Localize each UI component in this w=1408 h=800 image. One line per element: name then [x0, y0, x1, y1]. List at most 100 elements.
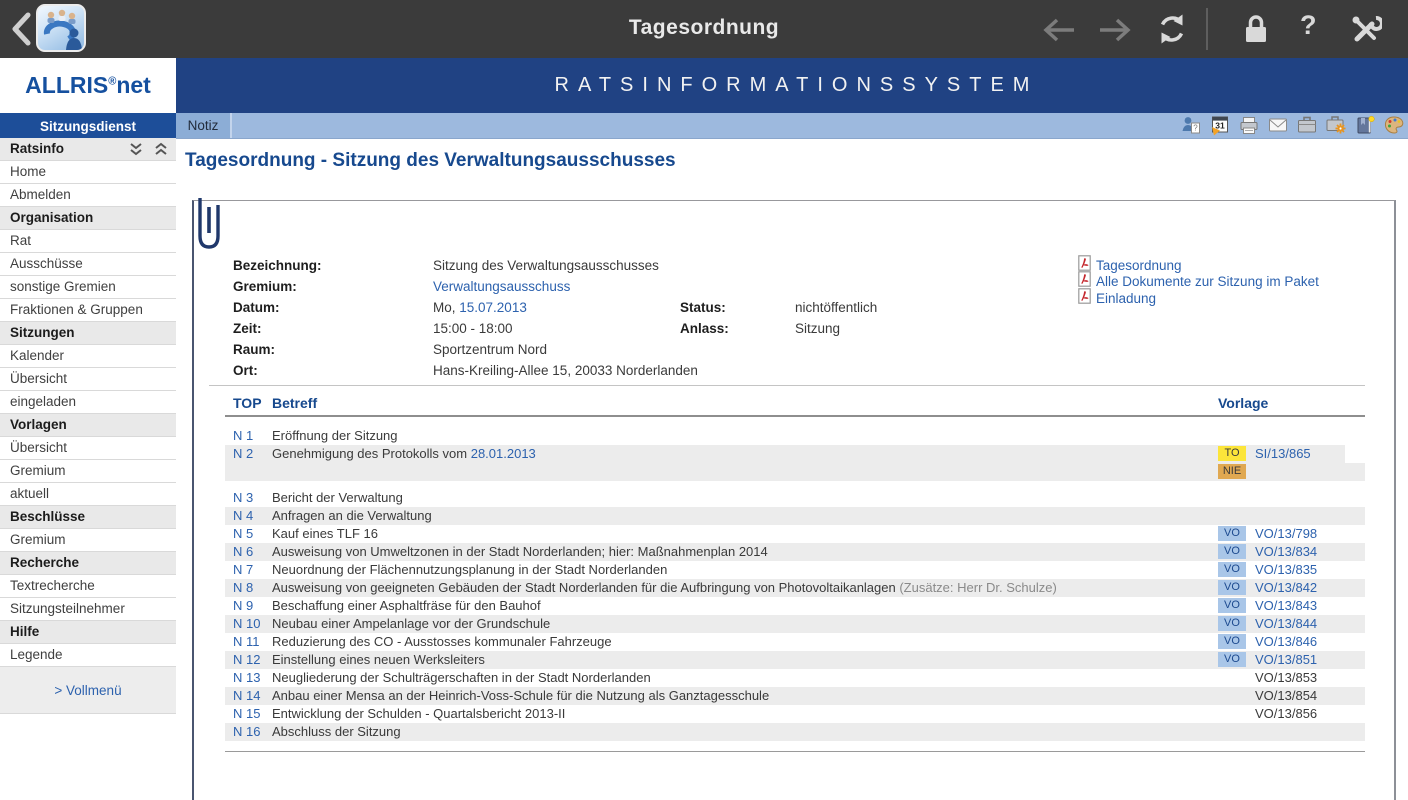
- sidebar-item-übersicht[interactable]: Übersicht: [0, 368, 176, 391]
- vorlage-link[interactable]: VO/13/842: [1255, 580, 1318, 595]
- vorlage-link[interactable]: VO/13/844: [1255, 616, 1318, 631]
- app-logo-icon[interactable]: [36, 4, 86, 52]
- top-number-link[interactable]: N 9: [233, 598, 254, 613]
- table-row: N 5 Kauf eines TLF 16 VO VO/13/798: [225, 525, 1365, 543]
- detail-datum-value: Mo, 15.07.2013: [433, 300, 527, 315]
- sidebar-item-beschlüsse: Beschlüsse: [0, 506, 176, 529]
- print-icon[interactable]: [1238, 114, 1260, 136]
- detail-ort-value: Hans-Kreiling-Allee 15, 20033 Norderland…: [433, 363, 698, 378]
- betreff-text: Ausweisung von geeigneten Gebäuden der S…: [272, 580, 1057, 595]
- pdf-link[interactable]: Tagesordnung: [1096, 257, 1182, 273]
- status-badge-to: TO: [1218, 446, 1246, 461]
- expand-all-icon[interactable]: [154, 142, 168, 164]
- sidebar-item-label: Sitzungsteilnehmer: [10, 601, 125, 616]
- vorlage-link[interactable]: SI/13/865: [1255, 446, 1311, 461]
- top-number-link[interactable]: N 14: [233, 688, 261, 703]
- top-number-link[interactable]: N 5: [233, 526, 254, 541]
- status-badge-vo: VO: [1218, 544, 1246, 559]
- top-number-link[interactable]: N 2: [233, 446, 254, 461]
- pdf-link[interactable]: Einladung: [1096, 290, 1157, 306]
- vorlage-link[interactable]: VO/13/843: [1255, 598, 1318, 613]
- collapse-all-icon[interactable]: [129, 142, 143, 164]
- vorlage-link[interactable]: VO/13/834: [1255, 544, 1318, 559]
- sidebar-item-gremium[interactable]: Gremium: [0, 460, 176, 483]
- table-row: N 16 Abschluss der Sitzung: [225, 723, 1365, 741]
- tab-notiz[interactable]: Notiz: [176, 113, 232, 138]
- row-spacer: [225, 481, 1365, 489]
- sidebar-item-home[interactable]: Home: [0, 161, 176, 184]
- sidebar-item-fraktionen-gruppen[interactable]: Fraktionen & Gruppen: [0, 299, 176, 322]
- sidebar-item-übersicht[interactable]: Übersicht: [0, 437, 176, 460]
- detail-bezeichnung-label: Bezeichnung:: [233, 258, 322, 273]
- vorlage-link[interactable]: VO/13/846: [1255, 634, 1318, 649]
- top-number-link[interactable]: N 3: [233, 490, 254, 505]
- top-number-link[interactable]: N 15: [233, 706, 261, 721]
- notiz-toolbar: ? 31: [1180, 114, 1405, 136]
- sidebar-item-abmelden[interactable]: Abmelden: [0, 184, 176, 207]
- sidebar-item-aktuell[interactable]: aktuell: [0, 483, 176, 506]
- table-row: N 12 Einstellung eines neuen Werksleiters…: [225, 651, 1365, 669]
- table-row: N 2 Genehmigung des Protokolls vom 28.01.…: [225, 445, 1345, 463]
- nav-forward-icon[interactable]: [1096, 17, 1134, 48]
- detail-datum-link[interactable]: 15.07.2013: [459, 300, 527, 315]
- help-icon[interactable]: ?: [1300, 10, 1317, 40]
- betreff-text: Beschaffung einer Asphaltfräse für den B…: [272, 598, 541, 613]
- top-number-link[interactable]: N 10: [233, 616, 261, 631]
- betreff-text: Anfragen an die Verwaltung: [272, 508, 432, 523]
- top-number-link[interactable]: N 13: [233, 670, 261, 685]
- bookmark-book-icon[interactable]: [1354, 114, 1376, 136]
- sidebar-item-ausschüsse[interactable]: Ausschüsse: [0, 253, 176, 276]
- vorlage-link[interactable]: VO/13/851: [1255, 652, 1318, 667]
- sidebar-item-kalender[interactable]: Kalender: [0, 345, 176, 368]
- sidebar-item-label: Recherche: [10, 555, 80, 570]
- vollmenue-row: > Vollmenü: [0, 667, 176, 714]
- lock-icon[interactable]: [1243, 13, 1269, 50]
- detail-status-label: Status:: [680, 300, 726, 315]
- briefcase-settings-icon[interactable]: [1325, 114, 1347, 136]
- palette-icon[interactable]: [1383, 114, 1405, 136]
- detail-gremium-link[interactable]: Verwaltungsausschuss: [433, 279, 571, 294]
- refresh-icon[interactable]: [1155, 12, 1189, 51]
- nav-back-icon[interactable]: [1040, 17, 1078, 48]
- sidebar-item-label: Hilfe: [10, 624, 40, 639]
- top-number-link[interactable]: N 7: [233, 562, 254, 577]
- top-number-link[interactable]: N 11: [233, 634, 260, 649]
- pdf-link[interactable]: Alle Dokumente zur Sitzung im Paket: [1096, 274, 1319, 289]
- top-number-link[interactable]: N 1: [233, 428, 254, 443]
- briefcase-icon[interactable]: [1296, 114, 1318, 136]
- user-note-icon[interactable]: ?: [1180, 114, 1202, 136]
- back-button[interactable]: [8, 11, 34, 47]
- sidebar-item-sonstige-gremien[interactable]: sonstige Gremien: [0, 276, 176, 299]
- sidebar-item-vorlagen: Vorlagen: [0, 414, 176, 437]
- vorlage-text: VO/13/856: [1255, 706, 1318, 721]
- pdf-icon: [1078, 254, 1091, 276]
- sidebar: Ratsinfo Home Abmelden Organisation Rat Aussc…: [0, 138, 176, 714]
- tools-icon[interactable]: [1348, 12, 1384, 51]
- table-row: N 8 Ausweisung von geeigneten Gebäuden de…: [225, 579, 1365, 597]
- calendar-icon[interactable]: 31: [1209, 114, 1231, 136]
- sidebar-item-rat[interactable]: Rat: [0, 230, 176, 253]
- detail-datum-label: Datum:: [233, 300, 280, 315]
- vorlage-link[interactable]: VO/13/798: [1255, 526, 1318, 541]
- vorlage-link[interactable]: VO/13/835: [1255, 562, 1318, 577]
- column-header-top: TOP: [233, 395, 262, 411]
- betreff-text: Ausweisung von Umweltzonen in der Stadt …: [272, 544, 768, 559]
- sidebar-item-eingeladen[interactable]: eingeladen: [0, 391, 176, 414]
- sidebar-item-ratsinfo[interactable]: Ratsinfo: [0, 138, 176, 161]
- sidebar-item-gremium[interactable]: Gremium: [0, 529, 176, 552]
- top-number-link[interactable]: N 6: [233, 544, 254, 559]
- top-number-link[interactable]: N 12: [233, 652, 261, 667]
- betreff-text: Genehmigung des Protokolls vom 28.01.201…: [272, 446, 536, 461]
- sidebar-item-textrecherche[interactable]: Textrecherche: [0, 575, 176, 598]
- mail-icon[interactable]: [1267, 114, 1289, 136]
- top-number-link[interactable]: N 16: [233, 724, 261, 739]
- tab-sitzungsdienst[interactable]: Sitzungsdienst: [0, 113, 176, 139]
- top-number-link[interactable]: N 4: [233, 508, 254, 523]
- sidebar-item-label: Kalender: [10, 348, 65, 363]
- detail-zeit-label: Zeit:: [233, 321, 262, 336]
- vollmenue-link[interactable]: > Vollmenü: [54, 682, 122, 698]
- betreff-date-link[interactable]: 28.01.2013: [470, 446, 536, 461]
- sidebar-item-legende[interactable]: Legende: [0, 644, 176, 667]
- sidebar-item-sitzungsteilnehmer[interactable]: Sitzungsteilnehmer: [0, 598, 176, 621]
- top-number-link[interactable]: N 8: [233, 580, 254, 595]
